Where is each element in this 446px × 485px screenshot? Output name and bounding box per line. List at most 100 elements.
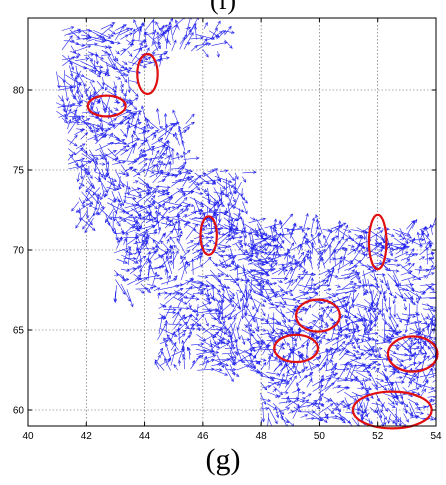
vector-arrow (278, 268, 289, 272)
vector-arrow (165, 216, 169, 225)
vector-arrow (131, 28, 136, 46)
vector-arrow (260, 406, 270, 411)
vector-arrow (184, 326, 196, 331)
vector-arrow (171, 341, 177, 351)
vector-arrow (313, 411, 328, 423)
vector-arrow (92, 187, 100, 196)
vector-arrow (164, 357, 171, 371)
vector-arrow (157, 196, 174, 209)
vector-arrow (184, 263, 191, 270)
x-tick-label: 54 (430, 431, 442, 440)
vector-arrow (315, 214, 323, 234)
vector-arrow (222, 181, 238, 190)
vector-arrow (279, 372, 285, 388)
vector-arrow (293, 399, 310, 413)
vector-arrow (273, 377, 290, 383)
vector-arrow (399, 263, 412, 275)
vector-arrow (284, 376, 292, 388)
vector-arrow (406, 248, 415, 260)
vector-arrow (157, 354, 161, 361)
vector-arrow (215, 20, 221, 29)
vector-arrow (165, 219, 174, 229)
vector-arrow (242, 201, 248, 215)
vector-arrow (158, 27, 167, 34)
vector-arrow (273, 386, 284, 396)
vector-arrow (229, 248, 235, 260)
vector-arrow (168, 206, 180, 214)
highlight-ellipses (86, 52, 439, 430)
vector-arrow (189, 307, 196, 313)
vector-arrow (171, 250, 175, 269)
vector-arrow (260, 274, 265, 285)
vector-arrow (315, 244, 328, 250)
vector-arrow (256, 334, 264, 343)
vector-arrow (139, 162, 148, 172)
vector-arrow (235, 339, 239, 357)
vector-arrow (426, 316, 434, 331)
vector-arrow (133, 154, 148, 161)
vector-arrow (247, 314, 265, 321)
vector-arrow (163, 113, 168, 129)
vector-arrow (185, 149, 191, 155)
vector-arrow (254, 236, 269, 241)
vector-arrow (260, 382, 268, 391)
y-tick-label: 65 (13, 326, 25, 337)
vector-arrow (223, 202, 236, 216)
vector-arrow (61, 26, 75, 31)
vector-arrow (323, 234, 331, 250)
vector-arrow (344, 314, 360, 328)
vector-arrow (252, 304, 256, 311)
vector-arrow (139, 47, 150, 66)
vector-arrow (78, 171, 87, 190)
vector-arrow (217, 298, 223, 319)
vector-arrow (318, 364, 326, 372)
vector-arrow (285, 398, 300, 408)
vector-arrow (216, 193, 221, 208)
vector-arrow (146, 250, 158, 255)
vector-arrow (209, 217, 214, 235)
vector-arrow (101, 168, 107, 181)
vector-arrow (419, 371, 436, 378)
vector-arrow (115, 279, 126, 295)
vector-arrow (339, 402, 347, 408)
vector-arrow (409, 297, 414, 304)
vector-arrow (420, 229, 434, 245)
vector-arrow (83, 121, 101, 128)
vector-arrow (247, 243, 253, 251)
vector-arrow (131, 168, 138, 172)
highlight-ellipse (136, 52, 159, 96)
vector-arrow (247, 258, 262, 265)
vector-arrow (106, 186, 117, 191)
vector-arrow (191, 258, 195, 275)
vector-arrow (310, 217, 316, 234)
vector-arrow (202, 302, 211, 312)
vector-arrow (82, 186, 93, 205)
vector-arrow (332, 407, 339, 411)
vector-arrow (291, 222, 296, 235)
vector-arrow (207, 193, 219, 204)
vector-arrow (290, 262, 298, 281)
vector-arrow (272, 312, 276, 333)
vector-arrow (114, 169, 125, 188)
vector-arrow (326, 407, 335, 415)
vector-arrow (219, 169, 229, 173)
vector-arrow (216, 30, 227, 40)
vector-arrow (155, 160, 163, 177)
vector-arrow (292, 276, 303, 291)
vector-arrow (100, 124, 105, 132)
vector-arrow (157, 191, 166, 196)
vector-arrow (370, 292, 374, 306)
vector-arrow (362, 331, 379, 336)
vector-arrow (61, 55, 80, 61)
vector-arrow (261, 402, 266, 423)
vector-arrow (297, 350, 302, 356)
vector-arrow (401, 345, 415, 357)
vector-arrow (344, 349, 350, 354)
vector-arrow (165, 255, 173, 274)
vector-arrow (128, 215, 139, 219)
vector-arrow (292, 305, 297, 318)
vector-arrow (127, 267, 137, 271)
vector-arrow (236, 291, 242, 311)
vector-arrow (356, 371, 372, 381)
vector-arrow (265, 234, 276, 251)
